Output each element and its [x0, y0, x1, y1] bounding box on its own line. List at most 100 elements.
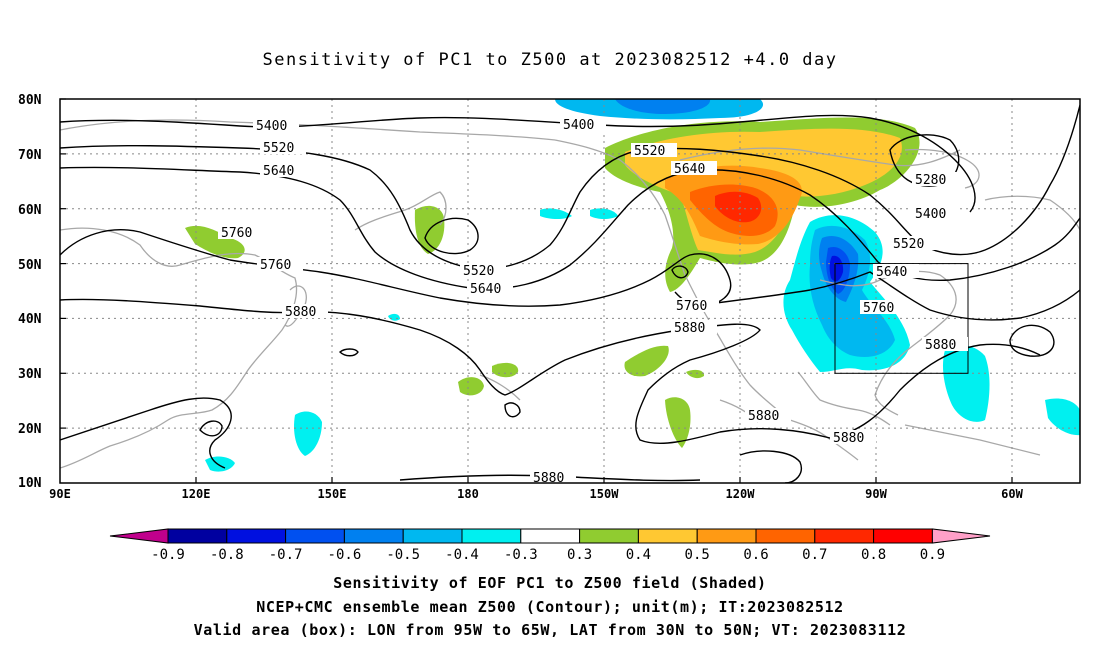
lat-label: 60N — [18, 203, 42, 218]
lon-label: 90E — [49, 487, 71, 501]
contour-closed-atl — [1009, 324, 1055, 357]
negative-patch-pacific — [388, 313, 400, 321]
colorbar-label: 0.3 — [567, 547, 592, 563]
colorbar-swatch — [461, 528, 522, 544]
colorbar-swatch — [343, 528, 404, 544]
colorbar-label: 0.9 — [920, 547, 945, 563]
lon-label: 120W — [726, 487, 756, 501]
contour-label-group: 5400 5520 5640 5760 5760 5880 5400 5520 … — [218, 117, 968, 486]
caption-shaded: Sensitivity of EOF PC1 to Z500 field (Sh… — [333, 574, 767, 592]
map-frame — [59, 98, 1081, 484]
contour-label: 5640 — [876, 265, 907, 280]
lon-label: 120E — [182, 487, 211, 501]
contour-closed-small-1 — [338, 348, 359, 357]
contour-5880-d — [739, 450, 802, 483]
colorbar-swatch — [814, 528, 875, 544]
contour-closed-5280 — [889, 134, 960, 187]
colorbar-swatch — [755, 528, 816, 544]
contour-5640-a — [60, 166, 1080, 290]
graticule — [60, 99, 1080, 483]
contour-5400-north — [60, 114, 976, 213]
lat-label: 10N — [18, 476, 42, 491]
lon-label: 90W — [865, 487, 887, 501]
contour-label: 5880 — [833, 431, 864, 446]
negative-shading-core — [829, 255, 844, 282]
contour-label: 5520 — [634, 144, 665, 159]
green-patch-pacific5 — [686, 369, 705, 379]
negative-patch-atlantic — [942, 345, 990, 422]
contour-5880-b — [60, 397, 232, 469]
colorbar-high-arrow — [931, 528, 991, 544]
colorbar-label: 0.7 — [802, 547, 827, 563]
contour-label: 5640 — [470, 282, 501, 297]
positive-shading-red — [715, 191, 762, 223]
colorbar-label: 0.6 — [743, 547, 768, 563]
contour-label: 5880 — [925, 338, 956, 353]
lon-label: 180 — [457, 487, 479, 501]
map-area — [60, 99, 1080, 483]
colorbar-label: -0.6 — [328, 547, 362, 563]
contour-5760-a — [60, 229, 732, 307]
colorbar-label: -0.4 — [445, 547, 479, 563]
negative-shading-arctic-core — [615, 99, 711, 114]
latitude-labels: 80N 70N 60N 50N 40N 30N 20N 10N — [18, 93, 42, 491]
green-patch-pacific4 — [665, 397, 691, 448]
green-patch-pacific1 — [458, 377, 484, 396]
negative-patch-aleutian — [540, 208, 572, 219]
valid-area-box — [834, 263, 969, 374]
colorbar-label: -0.9 — [151, 547, 185, 563]
colorbar-swatch — [637, 528, 698, 544]
colorbar-label: -0.8 — [210, 547, 244, 563]
colorbar-label: 0.8 — [861, 547, 886, 563]
contour-label: 5880 — [674, 321, 705, 336]
caption-valid-area: Valid area (box): LON from 95W to 65W, L… — [193, 621, 907, 639]
caption-contour: NCEP+CMC ensemble mean Z500 (Contour); u… — [256, 598, 844, 616]
plot-title: Sensitivity of PC1 to Z500 at 2023082512… — [262, 50, 838, 70]
lon-label: 150E — [318, 487, 347, 501]
colorbar: -0.9 -0.8 -0.7 -0.6 -0.5 -0.4 -0.3 0.3 0.4 0.5 0.6… — [109, 528, 991, 563]
contour-label: 5760 — [260, 258, 291, 273]
lat-label: 70N — [18, 148, 42, 163]
contour-label: 5520 — [893, 237, 924, 252]
contour-5760-b — [699, 271, 1080, 321]
green-patch-asia — [185, 225, 245, 259]
colorbar-swatch — [285, 528, 345, 544]
contour-label: 5760 — [863, 301, 894, 316]
colorbar-label: -0.3 — [504, 547, 538, 563]
negative-patch-westpac — [294, 411, 322, 456]
colorbar-label: 0.4 — [626, 547, 651, 563]
contour-label: 5880 — [748, 409, 779, 424]
colorbar-swatch — [696, 528, 757, 544]
contour-label: 5760 — [221, 226, 252, 241]
contour-closed-small-4 — [504, 402, 521, 418]
contour-label: 5400 — [256, 119, 287, 134]
colorbar-swatch — [579, 528, 639, 544]
lon-label: 150W — [590, 487, 620, 501]
contour-label: 5280 — [915, 173, 946, 188]
lat-label: 20N — [18, 422, 42, 437]
colorbar-swatch — [402, 528, 463, 544]
axis-ticks — [60, 98, 1013, 483]
contour-label: 5640 — [263, 164, 294, 179]
lat-label: 40N — [18, 312, 42, 327]
contour-5520-a — [60, 104, 1080, 270]
colorbar-swatch — [226, 528, 287, 544]
lat-label: 30N — [18, 367, 42, 382]
colorbar-swatch — [520, 528, 581, 544]
lon-label: 60W — [1001, 487, 1023, 501]
contour-label: 5520 — [463, 264, 494, 279]
contour-label: 5640 — [674, 162, 705, 177]
colorbar-swatch — [167, 528, 228, 544]
contour-closed-low-pacific — [424, 217, 479, 255]
colorbar-label: -0.7 — [269, 547, 303, 563]
colorbar-label: -0.5 — [386, 547, 420, 563]
colorbar-swatch — [873, 528, 933, 544]
contour-label: 5400 — [915, 207, 946, 222]
contour-label: 5400 — [563, 118, 594, 133]
colorbar-label: 0.5 — [685, 547, 710, 563]
lat-label: 80N — [18, 93, 42, 108]
contour-label: 5760 — [676, 299, 707, 314]
negative-patch-atlantic2 — [1045, 398, 1080, 436]
contour-label: 5520 — [263, 141, 294, 156]
